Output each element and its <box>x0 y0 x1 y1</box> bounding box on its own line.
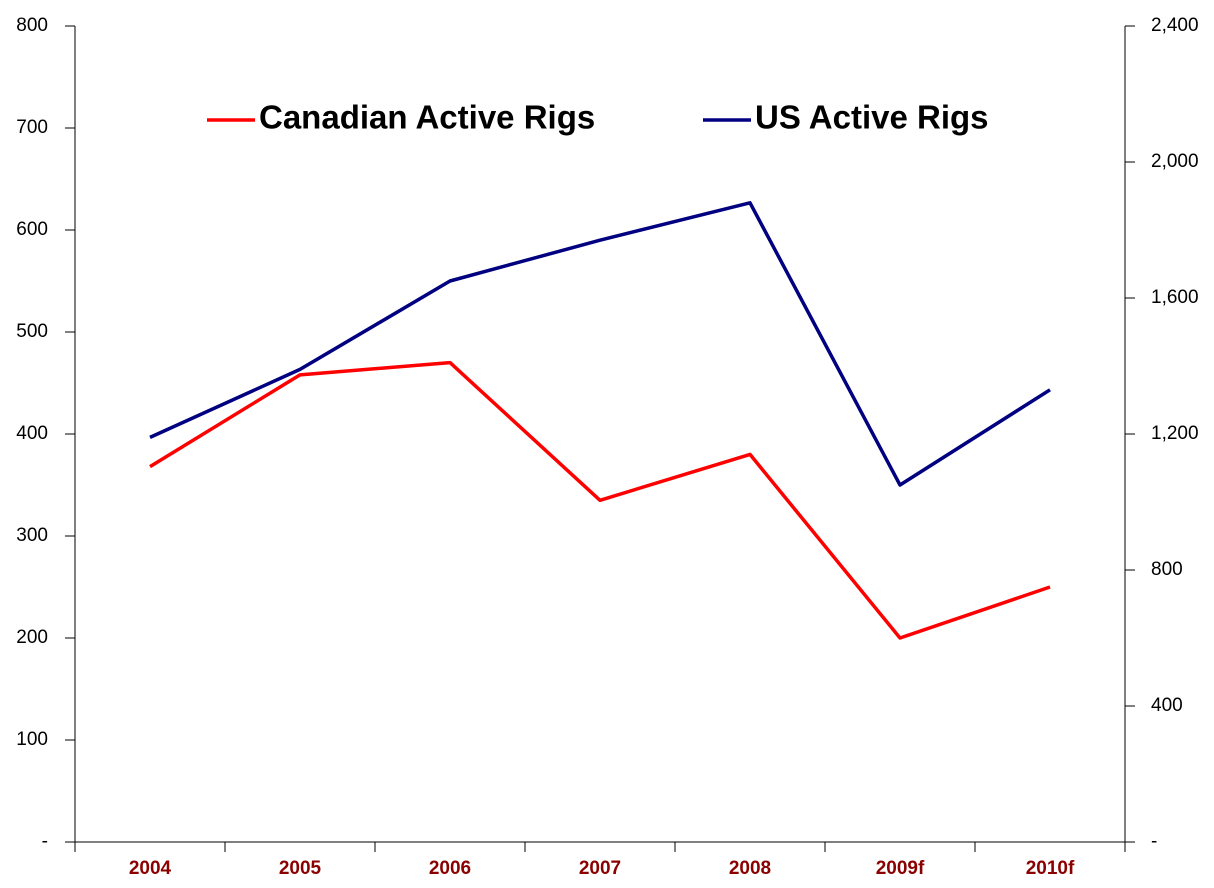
y2-tick-label: 800 <box>1151 559 1183 580</box>
x-tick-label: 2010f <box>1026 858 1075 879</box>
y2-tick-label: - <box>1151 831 1157 852</box>
series-line <box>149 360 1051 640</box>
legend-label: Canadian Active Rigs <box>259 99 595 136</box>
x-tick-label: 2006 <box>429 858 471 879</box>
y2-tick-label: 2,000 <box>1151 151 1199 172</box>
legend-label: US Active Rigs <box>755 99 989 136</box>
y-tick-label: - <box>42 831 48 852</box>
x-tick-label: 2007 <box>579 858 621 879</box>
y-tick-label: 500 <box>16 321 48 342</box>
y2-tick-label: 400 <box>1151 695 1183 716</box>
y-tick-label: 400 <box>16 423 48 444</box>
y-tick-label: 800 <box>16 15 48 36</box>
x-tick-label: 2008 <box>729 858 771 879</box>
y2-tick-label: 1,200 <box>1151 423 1199 444</box>
series-line <box>149 201 1051 487</box>
y2-tick-label: 2,400 <box>1151 15 1199 36</box>
x-tick-label: 2004 <box>129 858 172 879</box>
y-tick-label: 100 <box>16 729 48 750</box>
x-tick-label: 2009f <box>876 858 925 879</box>
x-tick-label: 2005 <box>279 858 322 879</box>
y-tick-label: 600 <box>16 219 48 240</box>
y-tick-label: 200 <box>16 627 48 648</box>
y-tick-label: 300 <box>16 525 48 546</box>
y2-tick-label: 1,600 <box>1151 287 1199 308</box>
y-tick-label: 700 <box>16 117 48 138</box>
